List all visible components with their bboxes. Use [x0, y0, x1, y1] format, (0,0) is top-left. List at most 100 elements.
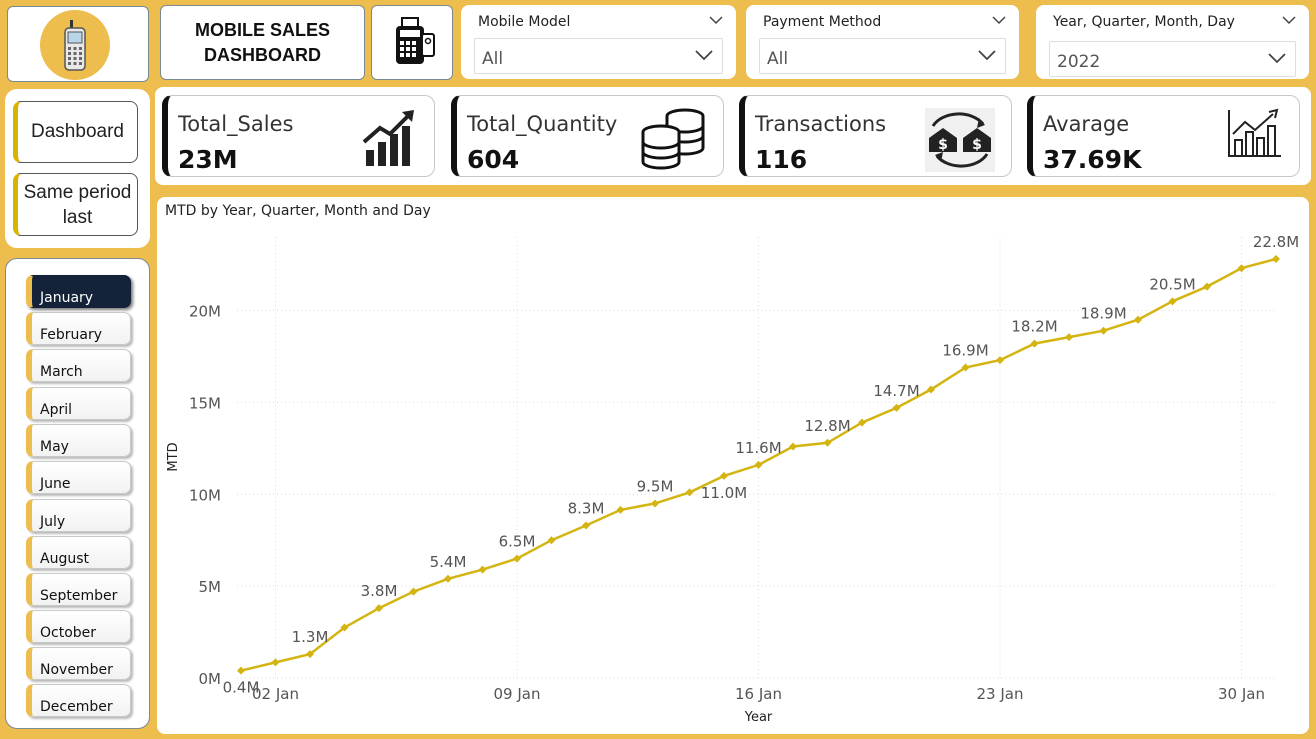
- month-button-november[interactable]: November: [26, 647, 131, 680]
- chart-canvas: 0M 5M 10M 15M 20M 02 Jan 09 Jan 16 Jan 23 Jan 30…: [166, 233, 1299, 725]
- month-label: January: [40, 290, 94, 306]
- data-point[interactable]: [1065, 333, 1073, 342]
- dashboard-title: MOBILE SALES DASHBOARD: [160, 5, 365, 80]
- y-axis-title: MTD: [166, 442, 181, 471]
- data-point[interactable]: [961, 363, 970, 372]
- y-tick-label: 5M: [199, 578, 222, 596]
- dashboard-nav-button[interactable]: Dashboard: [13, 101, 138, 163]
- payment-method-dropdown[interactable]: All: [759, 38, 1006, 74]
- data-point[interactable]: [1203, 282, 1211, 291]
- x-tick-label: 16 Jan: [735, 685, 782, 703]
- chevron-down-icon[interactable]: [709, 15, 723, 25]
- date-hierarchy-dropdown[interactable]: 2022: [1049, 41, 1296, 77]
- month-label: March: [40, 364, 83, 380]
- data-point[interactable]: [927, 385, 935, 394]
- data-point[interactable]: [720, 471, 728, 480]
- data-point[interactable]: [858, 418, 866, 427]
- month-button-july[interactable]: July: [26, 499, 131, 532]
- data-point[interactable]: [513, 554, 521, 563]
- kpi-label: Avarage: [1043, 112, 1130, 136]
- month-label: May: [40, 439, 69, 455]
- kpi-card-total-sales: Total_Sales 23M: [162, 95, 435, 177]
- dropdown-value: 2022: [1057, 52, 1101, 72]
- data-point[interactable]: [1030, 339, 1039, 348]
- data-point[interactable]: [340, 623, 349, 632]
- chart-title: MTD by Year, Quarter, Month and Day: [165, 203, 431, 219]
- x-tick-label: 09 Jan: [494, 685, 541, 703]
- month-button-october[interactable]: October: [26, 610, 131, 643]
- data-point[interactable]: [1168, 297, 1177, 306]
- month-button-august[interactable]: August: [26, 536, 131, 569]
- chevron-down-icon[interactable]: [977, 48, 997, 62]
- slicer-title: Year, Quarter, Month, Day: [1053, 14, 1235, 30]
- month-label: November: [40, 662, 113, 678]
- mobile-phone-icon: [64, 20, 86, 71]
- x-tick-label: 23 Jan: [977, 685, 1024, 703]
- data-point[interactable]: [823, 438, 832, 447]
- chevron-down-icon[interactable]: [1282, 15, 1296, 25]
- data-point[interactable]: [444, 574, 452, 583]
- kpi-label: Transactions: [755, 112, 887, 136]
- data-point[interactable]: [996, 356, 1004, 365]
- kpi-card-transactions: Transactions 116 $ $: [739, 95, 1012, 177]
- payment-method-slicer[interactable]: Payment Method All: [746, 5, 1019, 79]
- data-point[interactable]: [685, 488, 694, 497]
- bar-trend-icon: [1228, 108, 1281, 157]
- data-label: 0.4M: [223, 679, 260, 697]
- data-label: 18.9M: [1080, 305, 1126, 323]
- data-label: 8.3M: [568, 499, 605, 517]
- chevron-down-icon[interactable]: [694, 48, 714, 62]
- data-point[interactable]: [892, 403, 901, 412]
- pos-terminal-panel: [371, 5, 453, 80]
- data-point[interactable]: [478, 565, 487, 574]
- chevron-down-icon[interactable]: [1267, 51, 1287, 65]
- kpi-label: Total_Sales: [178, 112, 294, 136]
- data-label: 20.5M: [1149, 275, 1195, 293]
- data-point[interactable]: [1134, 315, 1142, 324]
- month-button-may[interactable]: May: [26, 424, 131, 457]
- month-button-june[interactable]: June: [26, 461, 131, 494]
- data-point[interactable]: [306, 650, 314, 659]
- month-label: June: [40, 476, 71, 492]
- dropdown-value: All: [482, 49, 504, 69]
- mobile-model-slicer[interactable]: Mobile Model All: [461, 5, 736, 79]
- data-point[interactable]: [1099, 326, 1108, 335]
- month-label: August: [40, 551, 89, 567]
- data-point[interactable]: [651, 499, 659, 508]
- data-point[interactable]: [616, 505, 625, 514]
- data-label: 5.4M: [430, 553, 467, 571]
- data-point[interactable]: [754, 460, 763, 469]
- slicer-title: Mobile Model: [478, 14, 571, 30]
- navigation-panel: Dashboard Same period last: [5, 89, 150, 248]
- x-axis-title: Year: [744, 710, 773, 725]
- data-point[interactable]: [789, 442, 797, 451]
- month-button-september[interactable]: September: [26, 573, 131, 606]
- growth-chart-icon: [362, 110, 414, 166]
- data-point[interactable]: [1272, 255, 1280, 264]
- data-point[interactable]: [237, 666, 245, 675]
- y-tick-label: 15M: [189, 394, 221, 412]
- data-point[interactable]: [375, 604, 383, 613]
- same-period-last-nav-button[interactable]: Same period last: [13, 173, 138, 236]
- month-button-april[interactable]: April: [26, 387, 131, 420]
- data-point[interactable]: [409, 587, 418, 596]
- date-hierarchy-slicer[interactable]: Year, Quarter, Month, Day 2022: [1036, 5, 1309, 79]
- chevron-down-icon[interactable]: [992, 15, 1006, 25]
- month-label: July: [40, 514, 66, 530]
- title-line-2: DASHBOARD: [203, 44, 321, 65]
- svg-text:$: $: [972, 137, 982, 153]
- month-button-january[interactable]: January: [26, 275, 131, 308]
- money-transfer-icon: $ $: [925, 108, 995, 172]
- data-point[interactable]: [1237, 264, 1246, 273]
- data-point[interactable]: [271, 658, 280, 667]
- month-button-december[interactable]: December: [26, 684, 131, 717]
- data-point[interactable]: [582, 521, 590, 530]
- kpi-row: Total_Sales 23M Total_Quantity 604: [155, 87, 1311, 185]
- y-tick-label: 20M: [189, 303, 221, 321]
- month-button-february[interactable]: February: [26, 312, 131, 345]
- data-point[interactable]: [547, 536, 556, 545]
- month-button-march[interactable]: March: [26, 349, 131, 382]
- mobile-model-dropdown[interactable]: All: [474, 38, 723, 74]
- data-label: 12.8M: [804, 417, 850, 435]
- dropdown-value: All: [767, 49, 789, 69]
